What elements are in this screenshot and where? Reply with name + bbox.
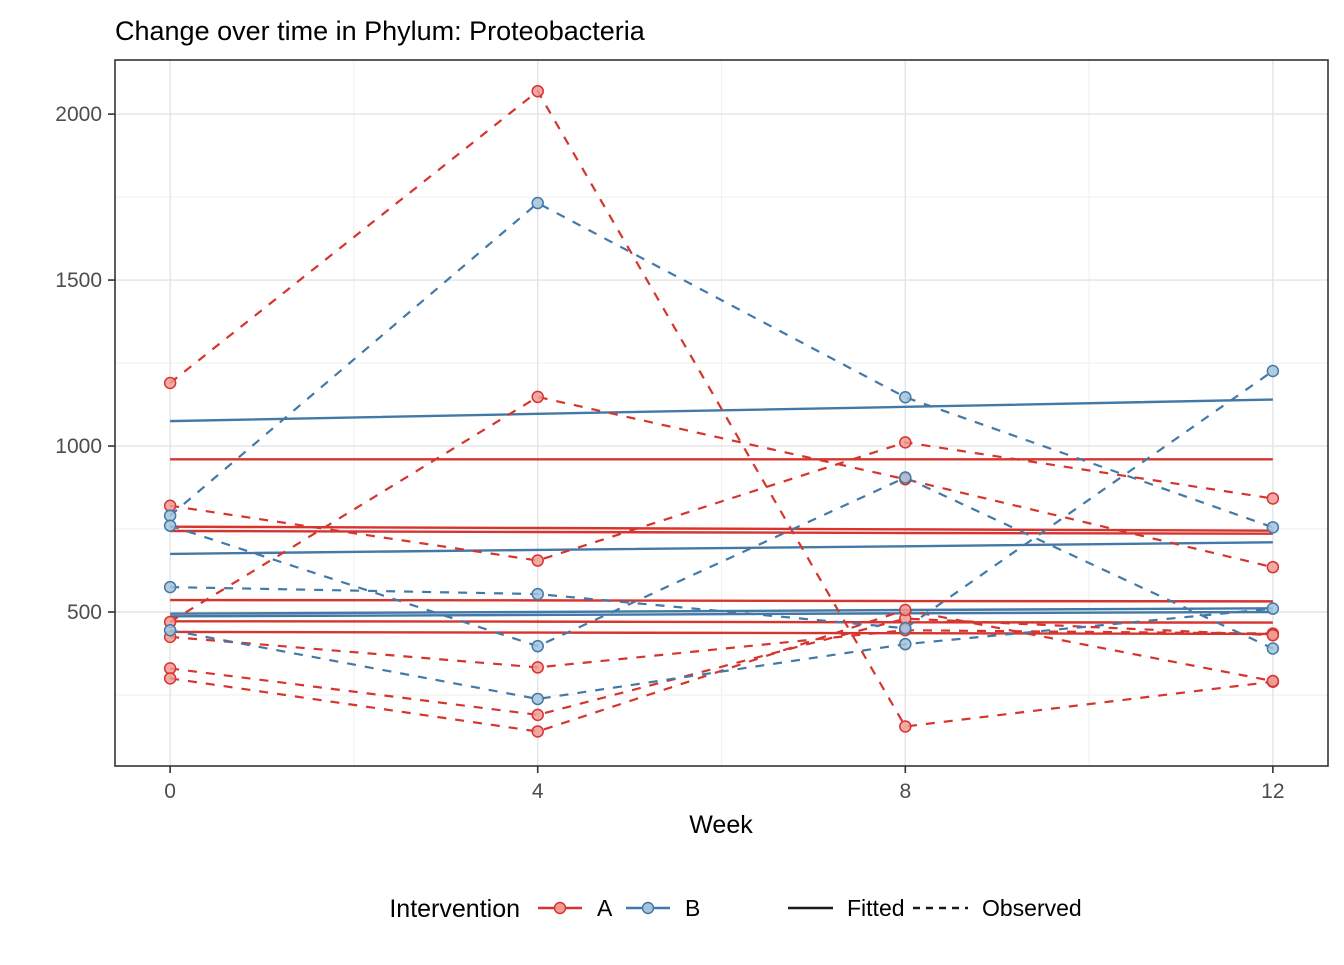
observed-line-B-subj2-observed: [169, 476, 1274, 650]
y-tick-label: 1000: [55, 435, 102, 458]
x-tick-label: 4: [532, 780, 544, 803]
data-point-B-subj1-observed-week8: [899, 390, 912, 404]
legend-keys: [538, 901, 968, 915]
data-point-B-subj4-observed-week8: [899, 637, 912, 651]
observed-line-B-subj1-observed: [169, 201, 1274, 529]
data-point-A-subj1-observed-week8: [899, 720, 912, 733]
data-point-B-subj3-observed-week12: [1266, 364, 1280, 378]
fitted-line-A-subj6-fitted: [170, 630, 1273, 636]
fitted-line-A-subj5-fitted: [170, 620, 1273, 624]
legend-key-point-a: [553, 901, 567, 915]
x-tick-label: 8: [899, 780, 911, 803]
data-point-A-subj2-observed-week8: [899, 436, 912, 449]
data-point-B-subj2-observed-week12: [1266, 642, 1280, 655]
fitted-lines: [170, 398, 1273, 636]
fitted-line-B-subj1-fitted: [170, 398, 1273, 423]
legend-item-observed-label: Observed: [982, 895, 1082, 921]
data-point-B-subj2-observed-week0: [163, 519, 177, 532]
data-point-B-subj4-observed-week4: [531, 692, 544, 706]
data-point-A-subj1-observed-week4: [531, 84, 544, 98]
observed-line-A-subj1-observed: [169, 89, 1273, 728]
legend-item-fitted-label: Fitted: [847, 895, 905, 921]
data-point-B-subj3-observed-week0: [163, 580, 177, 594]
legend: Intervention A B Fitted Observed: [389, 895, 1081, 923]
data-points: [163, 84, 1280, 738]
data-point-A-subj6-observed-week4: [531, 725, 544, 738]
chart-title: Change over time in Phylum: Proteobacter…: [115, 16, 646, 46]
y-tick-label: 500: [67, 601, 102, 624]
fitted-line-A-subj3-fitted: [170, 529, 1273, 535]
x-tick-label: 0: [164, 780, 176, 803]
data-point-B-subj1-observed-week12: [1266, 521, 1280, 534]
legend-item-group-a-label: A: [597, 895, 613, 921]
observed-lines: [169, 89, 1274, 733]
data-point-B-subj3-observed-week4: [531, 587, 544, 601]
x-tick-label: 12: [1261, 780, 1284, 803]
data-point-A-subj6-observed-week0: [163, 672, 177, 685]
observed-line-A-subj3-observed: [169, 395, 1274, 623]
legend-key-point-b: [641, 901, 655, 915]
data-point-A-subj6-observed-week12: [1266, 674, 1280, 688]
legend-item-group-b-label: B: [685, 895, 700, 921]
panel-border: [114, 59, 1329, 767]
data-point-B-subj4-observed-week12: [1266, 602, 1280, 615]
data-point-A-subj2-observed-week4: [531, 554, 544, 567]
data-point-A-subj2-observed-week12: [1266, 492, 1280, 505]
legend-title: Intervention: [389, 895, 520, 923]
data-point-A-subj3-observed-week4: [531, 390, 544, 404]
observed-line-A-subj5-observed: [169, 617, 1273, 717]
observed-line-B-subj4-observed: [169, 607, 1273, 701]
data-point-B-subj3-observed-week8: [899, 622, 912, 635]
axis-ticks: 500 1000 1500 2000 0 4 8 12: [55, 103, 1284, 803]
data-point-B-subj2-observed-week8: [899, 471, 912, 484]
fitted-line-A-subj2-fitted: [170, 525, 1273, 532]
observed-line-B-subj3-observed: [170, 370, 1274, 630]
data-point-A-subj3-observed-week12: [1266, 560, 1280, 574]
data-point-A-subj4-observed-week4: [531, 661, 544, 674]
plot-area: 500 1000 1500 2000 0 4 8 12: [55, 59, 1329, 803]
data-point-A-subj5-observed-week4: [531, 708, 544, 722]
x-axis-title: Week: [689, 811, 753, 839]
data-point-A-subj1-observed-week0: [163, 376, 177, 390]
data-point-B-subj1-observed-week4: [531, 196, 544, 210]
data-point-A-subj6-observed-week8: [899, 603, 912, 617]
observed-line-A-subj2-observed: [169, 441, 1274, 562]
fitted-line-B-subj3-fitted: [170, 607, 1273, 615]
fitted-line-B-subj4-fitted: [170, 610, 1273, 618]
data-point-B-subj4-observed-week0: [163, 623, 177, 637]
data-point-A-subj5-observed-week12: [1266, 628, 1280, 642]
fitted-line-A-subj4-fitted: [170, 598, 1273, 603]
data-point-B-subj2-observed-week4: [531, 639, 544, 653]
fitted-line-B-subj2-fitted: [170, 541, 1273, 556]
y-tick-label: 1500: [55, 269, 102, 292]
y-tick-label: 2000: [55, 103, 102, 126]
observed-line-A-subj4-observed: [170, 629, 1273, 669]
